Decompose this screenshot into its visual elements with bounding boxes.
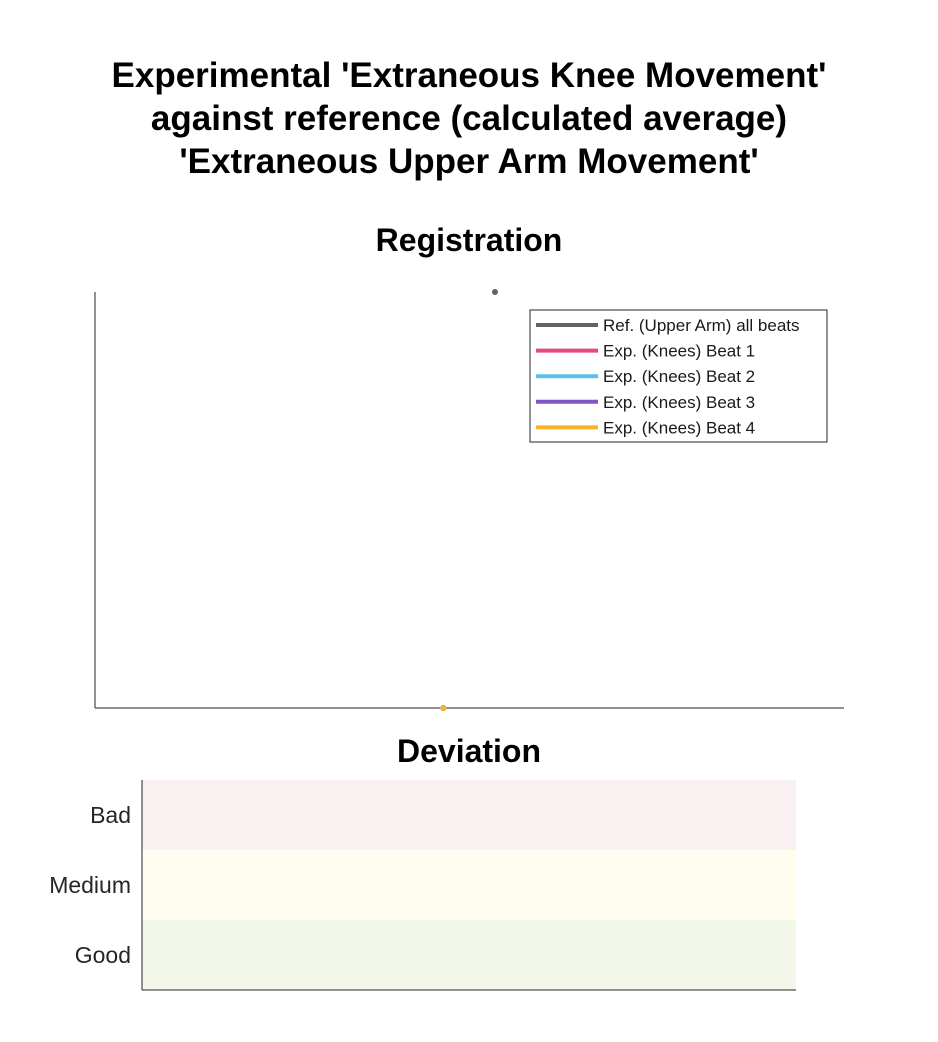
legend-label-2: Exp. (Knees) Beat 1 <box>603 342 755 361</box>
series-1-point-1 <box>491 289 498 295</box>
legend-label-1: Ref. (Upper Arm) all beats <box>603 316 800 335</box>
deviation-label-medium: Medium <box>49 872 131 898</box>
figure-title-line-2: against reference (calculated average) <box>150 99 788 138</box>
series-5-point-1 <box>440 705 447 711</box>
legend-label-3: Exp. (Knees) Beat 2 <box>603 367 755 386</box>
deviation-band-bad <box>142 780 796 850</box>
deviation-band-good <box>142 920 796 990</box>
deviation-chart-title: Deviation <box>396 733 542 769</box>
deviation-band-medium <box>142 850 796 920</box>
figure-title-line-1: Experimental 'Extraneous Knee Movement' <box>111 56 827 95</box>
deviation-label-bad: Bad <box>90 802 131 828</box>
legend-label-5: Exp. (Knees) Beat 4 <box>603 418 755 437</box>
figure-title-line-3: 'Extraneous Upper Arm Movement' <box>179 142 759 181</box>
legend-label-4: Exp. (Knees) Beat 3 <box>603 393 755 412</box>
figure-title: Experimental 'Extraneous Knee Movement' … <box>0 54 938 183</box>
deviation-label-good: Good <box>75 942 131 968</box>
registration-chart-title: Registration <box>375 222 563 258</box>
